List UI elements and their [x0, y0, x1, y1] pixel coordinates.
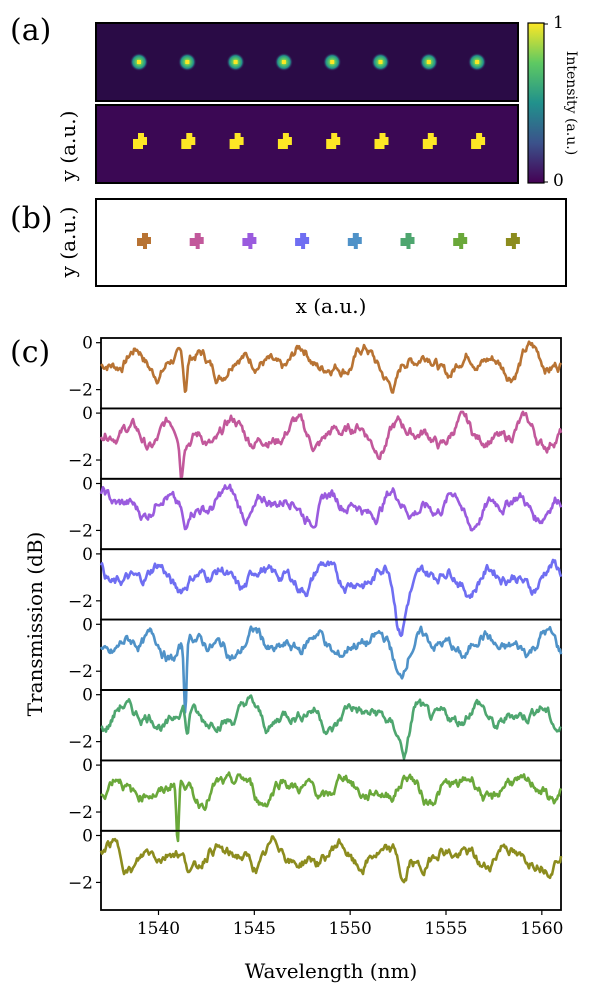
y-tick-label: −2 — [68, 662, 93, 682]
trace-axes — [100, 548, 562, 621]
panel-b-xlabel: x (a.u.) — [296, 294, 367, 318]
threshold-blob — [422, 133, 437, 149]
y-tick-label: −2 — [68, 451, 93, 471]
panel-b-ylabel: y (a.u.) — [56, 207, 80, 279]
trace-axes — [100, 689, 562, 762]
x-tick-label: 1560 — [520, 919, 563, 939]
y-tick-label: −2 — [68, 873, 93, 893]
y-tick-label: 0 — [82, 826, 93, 846]
threshold-blob — [374, 133, 389, 149]
y-tick-label: 0 — [82, 686, 93, 706]
transmission-trace — [100, 694, 562, 760]
threshold-blob — [133, 133, 147, 149]
intensity-spot-core — [426, 60, 431, 64]
transmission-chart: 0 −2 0 −2 0 −2 0 −2 0 −2 0 −2 0 −2 0 −2 1540 1545 1550 1555… — [68, 334, 564, 939]
colored-marker — [137, 233, 151, 249]
transmission-trace — [99, 625, 563, 714]
transmission-trace — [99, 410, 563, 481]
threshold-blob — [277, 133, 292, 149]
y-tick-label: 0 — [82, 474, 93, 494]
chart-xlabel: Wavelength (nm) — [245, 959, 418, 983]
threshold-blob — [229, 133, 244, 149]
colored-marker — [242, 233, 257, 249]
marker-map — [95, 198, 567, 287]
trace-axes — [100, 477, 562, 551]
intensity-spot-core — [281, 60, 286, 64]
transmission-trace — [99, 835, 563, 884]
transmission-trace — [99, 558, 563, 638]
colored-marker — [400, 233, 415, 249]
colored-marker — [295, 233, 310, 249]
y-tick-label: 0 — [82, 756, 93, 776]
threshold-blobs — [133, 133, 486, 149]
colored-marker — [347, 233, 362, 249]
x-tick-label: 1540 — [137, 919, 180, 939]
intensity-map-top — [95, 22, 519, 102]
transmission-trace — [100, 771, 563, 843]
intensity-spot-core — [378, 60, 383, 64]
threshold-blob — [471, 133, 486, 149]
colored-marker — [505, 233, 520, 249]
panel-label-b: (b) — [10, 201, 53, 236]
y-tick-label: 0 — [82, 615, 93, 635]
colorbar — [527, 22, 545, 184]
intensity-spots — [130, 53, 487, 71]
transmission-trace — [99, 483, 563, 532]
colorbar-min-label: 0 — [553, 171, 564, 191]
intensity-spot-core — [137, 60, 141, 64]
y-tick-label: −2 — [68, 521, 93, 541]
intensity-spot-core — [185, 60, 190, 64]
trace-axes — [100, 829, 562, 911]
threshold-map-bottom — [95, 104, 519, 184]
panel-label-a: (a) — [10, 13, 51, 48]
chart-ylabel: Transmission (dB) — [23, 532, 47, 717]
panel-a-ylabel: y (a.u.) — [56, 111, 80, 183]
y-tick-label: −2 — [68, 592, 93, 612]
y-tick-label: 0 — [82, 334, 93, 354]
intensity-spot-core — [233, 60, 238, 64]
y-tick-label: 0 — [82, 404, 93, 424]
y-tick-label: −2 — [68, 733, 93, 753]
colored-marker — [189, 233, 204, 249]
x-tick-label: 1550 — [329, 919, 372, 939]
y-tick-label: −2 — [68, 381, 93, 401]
colored-marker — [453, 233, 468, 249]
colorbar-label: Intensity (a.u.) — [563, 51, 579, 155]
threshold-blob — [181, 133, 196, 149]
intensity-spot-core — [330, 60, 335, 64]
colorbar-max-label: 1 — [553, 13, 564, 33]
panel-label-c: (c) — [10, 335, 50, 370]
transmission-trace — [100, 340, 563, 394]
intensity-spot-core — [475, 60, 480, 64]
colored-markers — [137, 233, 520, 249]
x-tick-label: 1555 — [424, 919, 467, 939]
y-tick-label: −2 — [68, 803, 93, 823]
x-tick-label: 1545 — [233, 919, 276, 939]
threshold-blob — [326, 133, 341, 149]
y-tick-label: 0 — [82, 545, 93, 565]
